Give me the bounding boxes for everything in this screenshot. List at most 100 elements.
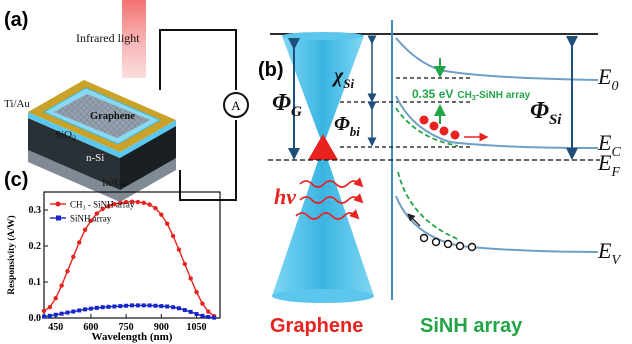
data-point [159,304,164,309]
data-point [176,247,182,252]
data-point [77,308,82,313]
sinh-caption: SiNH array [420,315,523,337]
substrate-label: n-Si [86,152,104,164]
data-point [176,306,181,311]
electrons [419,115,489,142]
panel-a-label: (a) [4,9,28,31]
valence-band [395,195,599,253]
vacuum-band-bending [395,37,599,81]
plot-frame [43,191,221,319]
data-point [147,202,152,207]
data-point [212,315,217,320]
responsivity-chart: 450 600 750 900 1050 0.0 0.1 0.2 0.3 Wavelength (… [6,191,221,343]
data-point [159,212,164,217]
y-axis-label: Responsivity (A/W) [6,215,17,294]
data-point [141,303,146,308]
data-point [100,206,105,212]
data-point [47,313,52,318]
circuit-wire-top [159,29,237,90]
photon-waves [295,177,364,220]
data-point [206,309,211,314]
ef-label: EF [597,150,620,180]
data-point [88,218,94,223]
data-point [106,204,111,209]
ev-label: EV [597,238,621,268]
lower-dirac-cone [272,146,374,302]
data-point [194,289,199,295]
graphene-sheet [54,94,150,138]
data-point [147,303,152,308]
series-line-1 [43,201,215,317]
circuit-wire-bottom [179,120,237,201]
conduction-band [395,95,599,149]
data-point [88,306,93,311]
panel-b: (b) [258,20,621,337]
phi-si-label: ΦSi [530,98,562,128]
graphene-label: Graphene [90,111,135,122]
photon-energy-label: hν [274,184,296,209]
legend-label: SiNH array [70,214,112,224]
x-tick-label: 450 [48,322,63,333]
data-point [188,276,193,281]
data-point [135,303,140,308]
data-point [47,305,53,310]
band-offset-annotation: 0.35 eV CH3-SiNH array [412,87,531,102]
data-point [53,296,58,301]
oxide-label: SiO2 [55,129,76,143]
graphene-caption: Graphene [270,315,363,337]
y-tick-label: 0.1 [29,277,42,288]
infrared-beam [122,0,146,78]
data-point [182,261,187,267]
data-point [100,305,105,310]
data-point [65,310,70,315]
y-tick-label: 0.3 [29,205,42,216]
data-point [141,200,146,205]
data-point [206,314,211,319]
data-point [71,254,76,259]
data-point [65,269,70,274]
data-point [153,206,158,211]
data-point [188,309,193,314]
x-tick-label: 1050 [187,322,207,333]
phi-bi-label: Φbi [334,113,360,139]
x-tick-label: 750 [119,322,134,333]
ammeter-icon [223,92,249,118]
data-point [118,304,123,309]
panel-a: (a) Infrared light Graphene Ti/Au SiO2 n… [4,0,249,202]
x-axis-label: Wavelength (nm) [92,331,173,343]
x-tick-label: 900 [154,322,169,333]
data-point [129,199,135,204]
electrode-label: Ti/Au [4,98,30,110]
data-point [53,312,58,317]
back-contact-label: In/Ga [102,177,127,189]
data-point [135,199,141,205]
data-point [106,304,111,309]
data-point [94,211,100,216]
data-point [42,314,46,319]
data-point [112,304,117,309]
data-point [59,283,64,288]
data-point [200,313,205,318]
data-point [165,304,170,309]
legend-label: CH₃ - SiNH array [70,200,135,210]
y-tick-label: 0.2 [29,241,42,252]
data-point [153,303,158,308]
data-point [112,202,117,207]
data-point [41,308,47,313]
data-point [83,307,88,312]
data-point [118,200,123,205]
data-point [130,303,134,308]
back-contact-layer [28,150,176,202]
data-point [59,311,64,316]
phi-g-label: ΦG [272,90,302,120]
chi-si-label: χSi [331,65,355,91]
oxide-layer [28,112,176,158]
filled-states [308,134,338,160]
data-point [165,221,170,226]
data-point [200,301,205,306]
panel-b-label: (b) [258,59,284,81]
legend-marker [55,201,61,207]
infrared-label: Infrared light [76,31,140,45]
data-point [194,312,199,317]
